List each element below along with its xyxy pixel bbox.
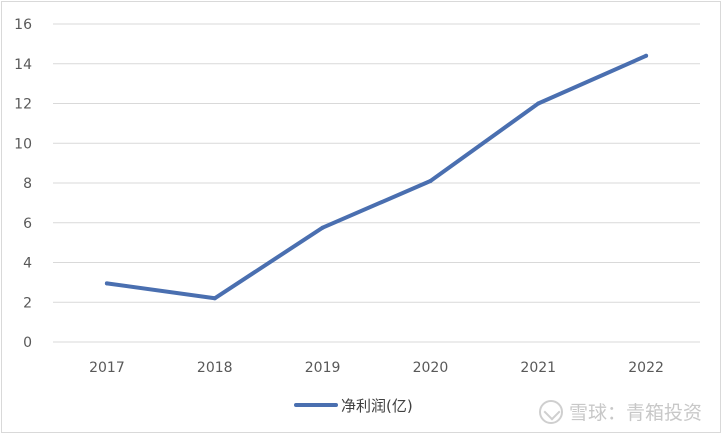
watermark: 雪球：青箱投资 <box>538 398 702 425</box>
y-tick-label: 8 <box>23 176 32 192</box>
y-tick-label: 2 <box>23 295 32 311</box>
data-point <box>212 296 217 301</box>
y-tick-label: 4 <box>23 256 32 272</box>
y-tick-label: 12 <box>14 97 32 113</box>
legend: 净利润(亿) <box>294 397 413 415</box>
legend-label: 净利润(亿) <box>341 397 413 415</box>
y-tick-label: 10 <box>14 136 32 152</box>
series-layer <box>104 53 649 301</box>
gridlines <box>53 23 700 343</box>
x-axis-ticks: 2017 2018 2019 2020 2021 2022 <box>89 360 664 376</box>
y-tick-label: 16 <box>14 17 32 33</box>
data-point <box>104 281 109 286</box>
data-point <box>644 53 649 58</box>
snowball-logo-icon <box>538 399 563 424</box>
series-line-0 <box>104 53 649 301</box>
y-tick-label: 14 <box>14 57 32 73</box>
x-tick-label: 2020 <box>413 360 449 376</box>
y-tick-label: 6 <box>23 216 32 232</box>
x-tick-label: 2021 <box>520 360 556 376</box>
x-tick-label: 2019 <box>305 360 341 376</box>
data-point <box>320 225 325 230</box>
y-tick-label: 0 <box>23 335 32 351</box>
y-axis-ticks: 0 2 4 6 8 10 12 14 16 <box>14 17 32 351</box>
data-point <box>428 179 433 184</box>
x-tick-label: 2022 <box>628 360 664 376</box>
x-tick-label: 2018 <box>197 360 233 376</box>
watermark-text: 雪球：青箱投资 <box>568 402 702 424</box>
x-tick-label: 2017 <box>89 360 125 376</box>
data-point <box>536 101 541 106</box>
